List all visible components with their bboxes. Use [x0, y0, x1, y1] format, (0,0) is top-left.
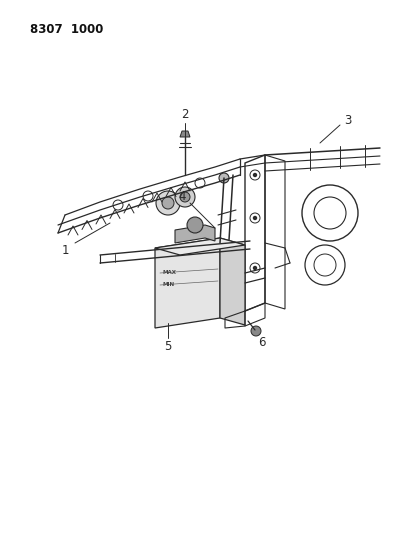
- Circle shape: [155, 191, 180, 215]
- Circle shape: [218, 173, 229, 183]
- Text: 5: 5: [164, 340, 171, 352]
- Circle shape: [180, 192, 189, 202]
- Circle shape: [162, 197, 173, 209]
- Text: 8307  1000: 8307 1000: [30, 23, 103, 36]
- Polygon shape: [220, 238, 245, 325]
- Polygon shape: [175, 225, 214, 243]
- Text: 1: 1: [61, 244, 69, 256]
- Circle shape: [175, 187, 195, 207]
- Text: 2: 2: [181, 109, 188, 122]
- Polygon shape: [180, 131, 189, 137]
- Text: 4: 4: [178, 190, 185, 203]
- Circle shape: [253, 266, 256, 270]
- Circle shape: [250, 326, 261, 336]
- Text: MAX: MAX: [163, 271, 177, 276]
- Text: 3: 3: [344, 115, 351, 127]
- Circle shape: [253, 216, 256, 220]
- Text: MIN: MIN: [163, 282, 175, 287]
- Text: 6: 6: [258, 336, 265, 350]
- Circle shape: [187, 217, 202, 233]
- Polygon shape: [155, 238, 245, 255]
- Circle shape: [253, 174, 256, 176]
- Polygon shape: [155, 238, 220, 328]
